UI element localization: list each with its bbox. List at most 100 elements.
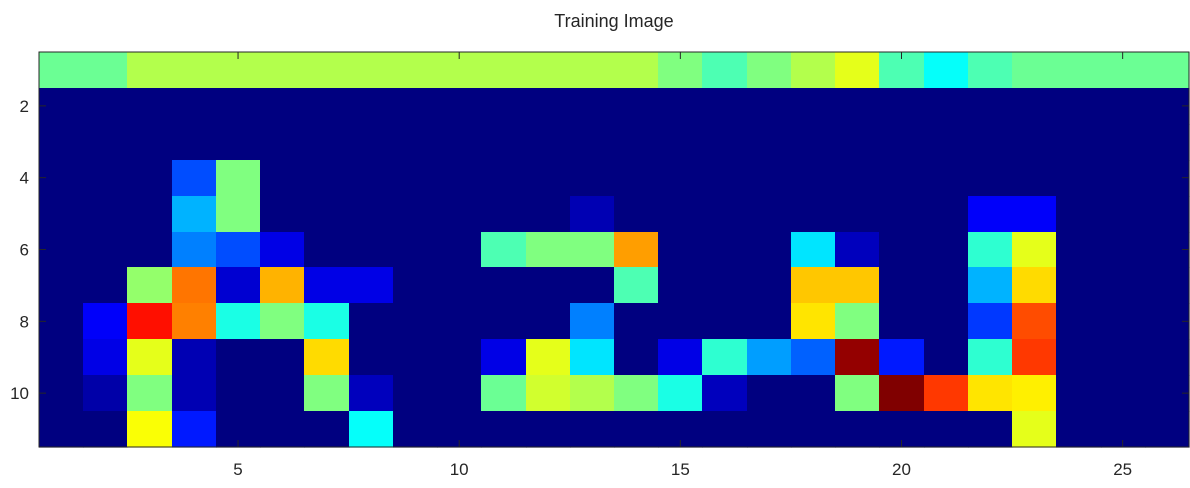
heatmap-cell — [1012, 232, 1057, 268]
heatmap-cell — [349, 339, 394, 376]
heatmap-cell — [526, 339, 571, 376]
heatmap-cell — [968, 375, 1013, 412]
heatmap-cell — [526, 160, 571, 197]
heatmap-cell — [747, 160, 792, 197]
heatmap-cell — [260, 88, 305, 125]
heatmap-cell — [924, 303, 969, 340]
heatmap-cell — [614, 196, 659, 233]
heatmap-cell — [481, 124, 527, 161]
heatmap-cell — [1101, 124, 1146, 161]
heatmap-cell — [747, 411, 792, 448]
heatmap-cell — [172, 196, 217, 233]
heatmap-cell — [924, 232, 969, 268]
heatmap-cell — [570, 52, 615, 89]
heatmap-cell — [393, 232, 438, 268]
heatmap-cell — [1012, 267, 1057, 304]
heatmap-cell — [437, 196, 482, 233]
heatmap-cell — [968, 267, 1013, 304]
heatmap-cell — [39, 375, 84, 412]
heatmap-cell — [349, 375, 394, 412]
heatmap-cell — [304, 124, 350, 161]
heatmap-cell — [835, 339, 880, 376]
heatmap-cell — [216, 303, 261, 340]
heatmap-cell — [924, 124, 969, 161]
heatmap-cell — [702, 160, 748, 197]
heatmap-cell — [349, 267, 394, 304]
heatmap-cell — [658, 196, 703, 233]
heatmap-cell — [614, 160, 659, 197]
heatmap-cell — [526, 375, 571, 412]
heatmap-cell — [83, 52, 128, 89]
heatmap-cell — [570, 339, 615, 376]
heatmap-cell — [393, 267, 438, 304]
heatmap-cell — [83, 411, 128, 448]
heatmap-cell — [658, 267, 703, 304]
heatmap-cell — [658, 160, 703, 197]
heatmap-cell — [260, 411, 305, 448]
heatmap-cell — [1101, 88, 1146, 125]
heatmap-cell — [39, 88, 84, 125]
heatmap-cell — [702, 232, 748, 268]
heatmap-cell — [172, 88, 217, 125]
heatmap-cell — [481, 88, 527, 125]
heatmap-cell — [39, 124, 84, 161]
x-tick-label: 10 — [450, 460, 469, 479]
heatmap-cell — [481, 267, 527, 304]
heatmap-cell — [924, 196, 969, 233]
heatmap-cell — [481, 196, 527, 233]
heatmap-cell — [393, 160, 438, 197]
heatmap-cell — [39, 303, 84, 340]
heatmap-cell — [172, 339, 217, 376]
heatmap-cell — [349, 196, 394, 233]
heatmap-cell — [1056, 196, 1102, 233]
heatmap-cell — [1101, 411, 1146, 448]
heatmap-cell — [879, 339, 925, 376]
heatmap-cell — [1012, 196, 1057, 233]
heatmap-cell — [747, 339, 792, 376]
heatmap-cell — [39, 232, 84, 268]
heatmap-cell — [260, 232, 305, 268]
heatmap-cell — [172, 411, 217, 448]
heatmap-cell — [1012, 124, 1057, 161]
heatmap-cell — [835, 160, 880, 197]
heatmap-cell — [968, 52, 1013, 89]
heatmap-cell — [304, 267, 350, 304]
heatmap-cell — [747, 124, 792, 161]
heatmap-cell — [127, 196, 173, 233]
heatmap-cell — [924, 88, 969, 125]
heatmap-cell — [481, 411, 527, 448]
heatmap-cell — [260, 52, 305, 89]
heatmap-cell — [216, 160, 261, 197]
heatmap-cell — [835, 196, 880, 233]
heatmap-cell — [1012, 375, 1057, 412]
y-tick-label: 6 — [20, 241, 29, 260]
heatmap-cell — [791, 375, 836, 412]
heatmap-cell — [260, 339, 305, 376]
heatmap-cell — [614, 267, 659, 304]
heatmap-cell — [216, 196, 261, 233]
heatmap-cell — [172, 124, 217, 161]
heatmap-cell — [879, 124, 925, 161]
heatmap-cell — [172, 232, 217, 268]
heatmap-cell — [1145, 339, 1190, 376]
heatmap-cell — [393, 411, 438, 448]
heatmap-cell — [83, 375, 128, 412]
heatmap-cell — [172, 303, 217, 340]
heatmap-cell — [1012, 339, 1057, 376]
heatmap-cell — [924, 160, 969, 197]
heatmap-cell — [216, 232, 261, 268]
heatmap-cell — [1012, 52, 1057, 89]
heatmap-cell — [570, 411, 615, 448]
heatmap-cell — [968, 339, 1013, 376]
heatmap-cell — [437, 303, 482, 340]
heatmap-cell — [172, 160, 217, 197]
heatmap-cell — [1056, 88, 1102, 125]
heatmap-cell — [570, 267, 615, 304]
heatmap-cell — [1056, 339, 1102, 376]
heatmap-cell — [1056, 411, 1102, 448]
heatmap-cell — [260, 267, 305, 304]
heatmap-cell — [481, 52, 527, 89]
heatmap-cell — [83, 232, 128, 268]
heatmap-cell — [879, 160, 925, 197]
